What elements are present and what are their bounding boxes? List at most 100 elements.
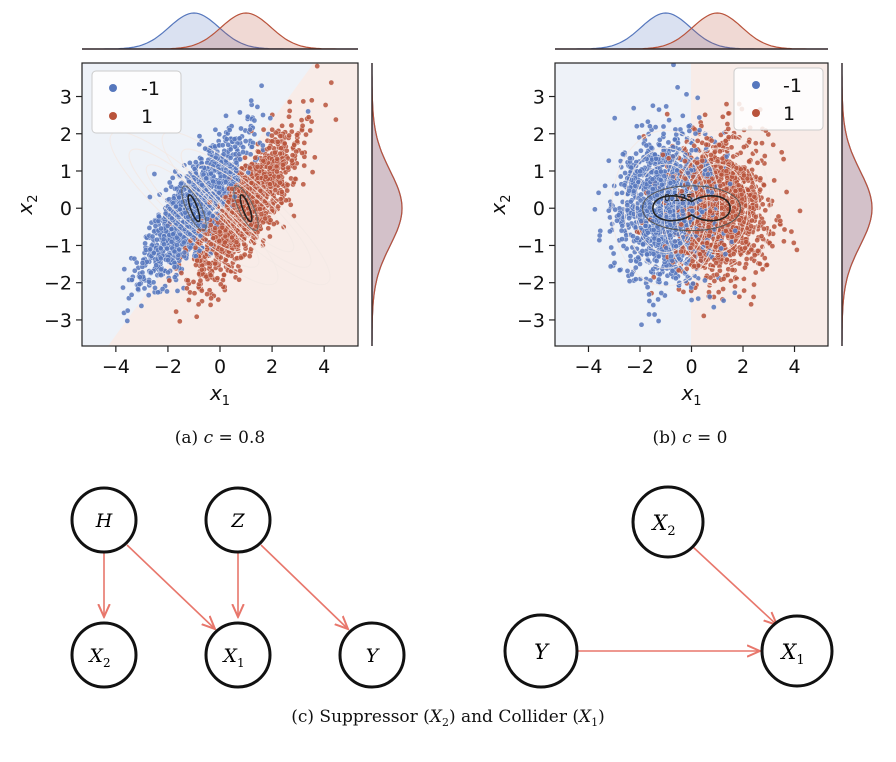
scatter-point [284,182,291,188]
scatter-point [171,264,178,270]
scatter-point [732,283,738,290]
x-tick-label: −4 [102,356,130,378]
scatter-point [196,133,203,139]
scatter-point [611,115,618,121]
scatter-point [694,138,701,144]
scatter-point [174,242,180,248]
scatter-point [595,190,602,196]
scatter-point [714,271,720,278]
scatter-point [644,284,651,290]
scatter-point [210,235,217,241]
scatter-point [181,249,188,256]
scatter-point [174,288,181,294]
scatter-point [229,234,235,241]
density-contour-inner [181,185,207,231]
scatter-point [236,276,242,283]
scatter-point [124,318,131,324]
scatter-point [172,274,178,280]
scatter-point [301,162,307,169]
scatter-point [736,293,743,300]
scatter-point [241,236,247,242]
scatter-point [225,199,231,205]
scatter-point [711,278,718,284]
scatter-point [596,237,603,243]
scatter-point [184,285,190,292]
x-tick-label: 0 [214,356,226,378]
scatter-point [247,151,254,158]
scatter-point [274,168,280,175]
scatter-point [249,144,255,150]
scatter-point [216,179,222,186]
scatter-point [147,194,153,200]
scatter-point [208,222,214,228]
scatter-point [150,279,157,286]
x-tick-label: 4 [318,356,330,378]
scatter-point [720,276,727,282]
scatter-point [284,187,290,194]
panel-b-top-marginal [555,12,828,50]
scatter-point [300,181,307,188]
scatter-point [146,278,152,285]
scatter-point [216,238,223,244]
scatter-point [702,112,708,118]
scatter-point [149,233,156,240]
scatter-point [165,257,171,263]
y-tick-label: 3 [60,87,72,109]
scatter-point [147,246,154,253]
scatter-point [207,251,214,257]
scatter-point [222,179,229,185]
scatter-point [133,259,140,266]
scatter-point [741,144,747,150]
scatter-point [771,223,778,230]
scatter-point [322,102,329,108]
scatter-point [194,257,200,264]
scatter-point [169,175,176,181]
scatter-point [151,171,158,177]
scatter-point [191,290,198,296]
density-contour-inner [233,185,259,231]
scatter-point [645,118,651,125]
scatter-point [231,136,238,142]
scatter-point [186,297,192,303]
scatter-point [694,95,701,101]
panel-a-contours [109,131,331,286]
density-contour [197,164,295,253]
scatter-point [305,108,311,115]
scatter-point [646,311,652,318]
scatter-point [158,272,164,278]
scatter-point [646,298,653,304]
scatter-point [289,157,295,164]
scatter-point [655,296,661,303]
scatter-point [286,113,292,120]
scatter-point [633,150,639,157]
scatter-point [702,277,708,284]
scatter-point [746,158,752,165]
density-contour [128,148,260,268]
scatter-point [124,307,131,314]
scatter-point [180,239,187,246]
scatter-point [633,264,639,271]
scatter-point [659,266,666,272]
scatter-point [159,286,166,292]
density-contour [180,148,312,268]
scatter-point [210,213,216,219]
scatter-point [199,266,205,273]
scatter-point [254,198,260,205]
scatter-point [729,234,735,240]
scatter-point [762,207,769,214]
scatter-point [759,266,766,273]
scatter-point [267,164,273,171]
scatter-point [205,260,212,266]
scatter-point [138,303,145,309]
scatter-point [612,206,618,213]
scatter-point [614,217,620,224]
scatter-point [660,131,667,137]
scatter-point [204,291,210,297]
scatter-point [267,115,274,121]
scatter-point [743,239,749,245]
scatter-point [277,133,284,139]
scatter-point [272,149,278,156]
scatter-point [136,281,143,287]
scatter-point [185,277,191,284]
scatter-point [759,201,766,208]
